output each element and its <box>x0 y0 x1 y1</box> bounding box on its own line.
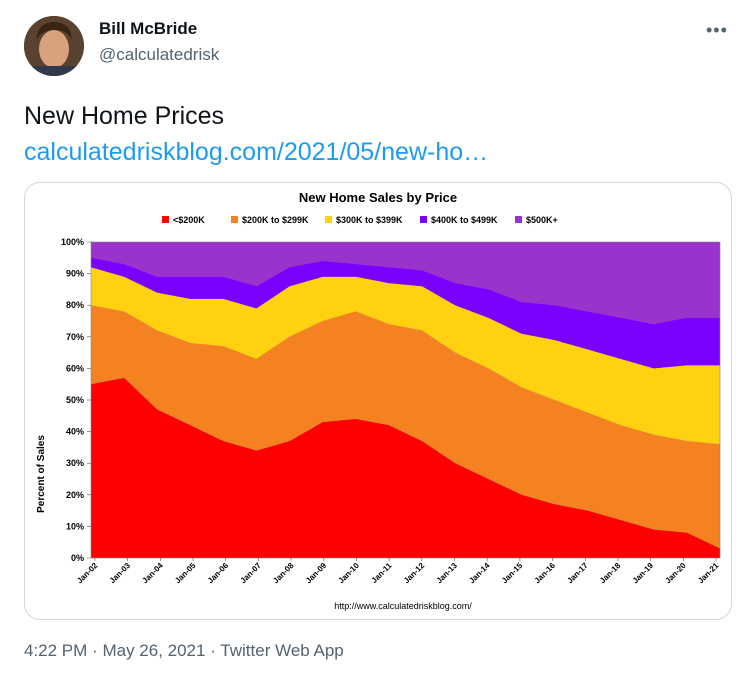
legend-swatch-0 <box>162 216 169 223</box>
tweet-date[interactable]: May 26, 2021 <box>102 641 206 660</box>
legend-swatch-1 <box>231 216 238 223</box>
x-tick-label: Jan-04 <box>140 561 165 586</box>
tweet-time[interactable]: 4:22 PM <box>24 641 88 660</box>
tweet-meta: 4:22 PM · May 26, 2021 · Twitter Web App <box>24 641 344 661</box>
y-tick-label: 40% <box>66 427 84 437</box>
y-tick-label: 90% <box>66 269 84 279</box>
legend-label-2: $300K to $399K <box>336 215 403 225</box>
x-tick-label: Jan-05 <box>173 561 198 586</box>
x-tick-label: Jan-19 <box>631 561 656 586</box>
tweet-text: New Home Prices <box>24 102 225 130</box>
x-tick-label: Jan-09 <box>304 561 329 586</box>
x-tick-label: Jan-02 <box>75 561 100 586</box>
y-tick-label: 60% <box>66 363 84 373</box>
display-name[interactable]: Bill McBride <box>99 19 198 38</box>
tweet-link[interactable]: calculatedriskblog.com/2021/05/new-ho… <box>24 138 489 166</box>
chart-legend: <$200K $200K to $299K $300K to $399K $400K … <box>162 215 558 225</box>
legend-label-4: $500K+ <box>526 215 558 225</box>
x-tick-label: Jan-17 <box>565 561 590 586</box>
chart: New Home Sales by Price <$200K $200K to $… <box>36 190 721 611</box>
avatar-image <box>24 16 84 76</box>
x-tick-label: Jan-08 <box>271 561 296 586</box>
legend-label-0: <$200K <box>173 215 205 225</box>
area-series-4 <box>91 242 720 325</box>
y-axis-label: Percent of Sales <box>36 435 47 513</box>
y-tick-label: 70% <box>66 332 84 342</box>
x-tick-label: Jan-07 <box>239 561 264 586</box>
y-tick-label: 80% <box>66 300 84 310</box>
y-tick-label: 50% <box>66 395 84 405</box>
y-tick-label: 10% <box>66 521 84 531</box>
x-tick-label: Jan-16 <box>533 561 558 586</box>
more-options-icon[interactable]: ••• <box>706 20 728 40</box>
legend-label-1: $200K to $299K <box>242 215 309 225</box>
x-tick-label: Jan-13 <box>435 561 460 586</box>
area-series-3 <box>91 257 720 369</box>
source-note: http://www.calculatedriskblog.com/ <box>334 601 472 611</box>
x-tick-label: Jan-18 <box>598 561 623 586</box>
tweet-source[interactable]: Twitter Web App <box>220 641 344 660</box>
y-tick-label: 20% <box>66 490 84 500</box>
area-series-1 <box>91 305 720 549</box>
area-series-2 <box>91 267 720 445</box>
chart-title: New Home Sales by Price <box>299 190 457 205</box>
x-tick-label: Jan-03 <box>108 561 133 586</box>
y-axis: 0% 10% 20% 30% 40% 50% 60% 70% 80% 90% 100% <box>61 237 91 563</box>
legend-swatch-3 <box>420 216 427 223</box>
legend-swatch-2 <box>325 216 332 223</box>
x-tick-label: Jan-21 <box>696 561 721 586</box>
y-tick-label: 100% <box>61 237 84 247</box>
legend-swatch-4 <box>515 216 522 223</box>
x-tick-label: Jan-20 <box>663 561 688 586</box>
area-series-0 <box>91 377 720 558</box>
x-tick-label: Jan-11 <box>370 561 394 585</box>
plot-area <box>90 241 721 559</box>
y-tick-label: 30% <box>66 458 84 468</box>
avatar[interactable] <box>24 16 84 76</box>
y-tick-label: 0% <box>71 553 84 563</box>
x-tick-label: Jan-12 <box>402 561 427 586</box>
x-axis: Jan-02 Jan-03 Jan-04 Jan-05 Jan-06 Jan-07 Jan-… <box>75 558 721 585</box>
legend-label-3: $400K to $499K <box>431 215 498 225</box>
x-tick-label: Jan-10 <box>337 561 362 586</box>
media-card[interactable]: New Home Sales by Price <$200K $200K to $… <box>24 182 732 620</box>
x-tick-label: Jan-06 <box>206 561 231 586</box>
x-tick-label: Jan-14 <box>467 561 492 586</box>
user-handle[interactable]: @calculatedrisk <box>99 45 220 64</box>
x-tick-label: Jan-15 <box>500 561 525 586</box>
separator: · <box>210 641 216 660</box>
separator: · <box>92 641 98 660</box>
